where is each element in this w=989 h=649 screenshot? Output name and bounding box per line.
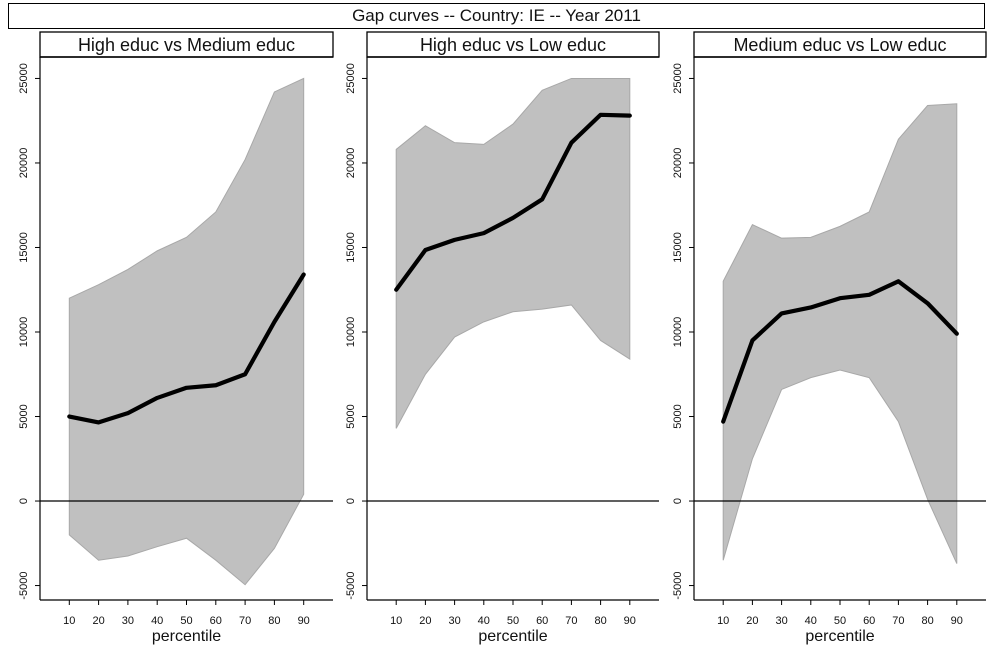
x-tick-label: 90 <box>951 615 963 627</box>
x-tick-label: 80 <box>594 615 606 627</box>
panel-title: Medium educ vs Low educ <box>733 35 946 55</box>
x-tick-label: 40 <box>151 615 163 627</box>
y-tick-label: 25000 <box>672 63 684 94</box>
x-tick-label: 50 <box>507 615 519 627</box>
x-tick-label: 10 <box>390 615 402 627</box>
x-tick-label: 40 <box>805 615 817 627</box>
x-axis-label: percentile <box>478 628 547 645</box>
y-tick-label: 20000 <box>672 148 684 179</box>
x-tick-label: 60 <box>536 615 548 627</box>
gap-curve-line <box>394 112 632 292</box>
x-tick-label: 10 <box>717 615 729 627</box>
x-tick-label: 40 <box>478 615 490 627</box>
x-tick-label: 80 <box>268 615 280 627</box>
y-tick-label: 0 <box>672 498 684 504</box>
confidence-band <box>395 77 631 429</box>
x-tick-label: 70 <box>565 615 577 627</box>
chart-main-title: Gap curves -- Country: IE -- Year 2011 <box>8 3 985 29</box>
y-tick-label: -5000 <box>18 571 30 599</box>
y-tick-label: 10000 <box>18 317 30 348</box>
x-tick-label: 90 <box>298 615 310 627</box>
y-tick-label: 25000 <box>18 63 30 94</box>
confidence-band <box>722 103 958 564</box>
y-tick-label: 15000 <box>345 232 357 263</box>
y-tick-label: 10000 <box>345 317 357 348</box>
y-tick-label: 15000 <box>672 232 684 263</box>
x-axis-label: percentile <box>805 628 874 645</box>
x-tick-label: 10 <box>63 615 75 627</box>
y-tick-label: 0 <box>345 498 357 504</box>
y-tick-label: 0 <box>18 498 30 504</box>
gap-curve-line <box>721 279 959 424</box>
x-tick-label: 60 <box>210 615 222 627</box>
x-tick-label: 30 <box>775 615 787 627</box>
x-tick-label: 30 <box>122 615 134 627</box>
x-tick-label: 70 <box>892 615 904 627</box>
panel-title: High educ vs Medium educ <box>78 35 295 55</box>
y-tick-label: 5000 <box>18 404 30 428</box>
y-tick-label: 15000 <box>18 232 30 263</box>
x-tick-label: 60 <box>863 615 875 627</box>
y-tick-label: 5000 <box>345 404 357 428</box>
x-tick-label: 20 <box>92 615 104 627</box>
panel-title-box <box>39 31 334 58</box>
y-tick-label: -5000 <box>345 571 357 599</box>
y-tick-label: -5000 <box>672 571 684 599</box>
gap-curve-line <box>67 272 306 425</box>
x-tick-label: 20 <box>746 615 758 627</box>
x-tick-label: 30 <box>448 615 460 627</box>
x-tick-label: 90 <box>624 615 636 627</box>
x-tick-label: 50 <box>180 615 192 627</box>
y-tick-label: 20000 <box>345 148 357 179</box>
y-tick-label: 20000 <box>18 148 30 179</box>
x-tick-label: 70 <box>239 615 251 627</box>
x-tick-label: 50 <box>834 615 846 627</box>
panel-title: High educ vs Low educ <box>420 35 606 55</box>
x-tick-label: 80 <box>921 615 933 627</box>
confidence-band <box>68 77 305 586</box>
x-axis-label: percentile <box>152 628 221 645</box>
y-tick-label: 5000 <box>672 404 684 428</box>
x-tick-label: 20 <box>419 615 431 627</box>
y-tick-label: 25000 <box>345 63 357 94</box>
y-tick-label: 10000 <box>672 317 684 348</box>
